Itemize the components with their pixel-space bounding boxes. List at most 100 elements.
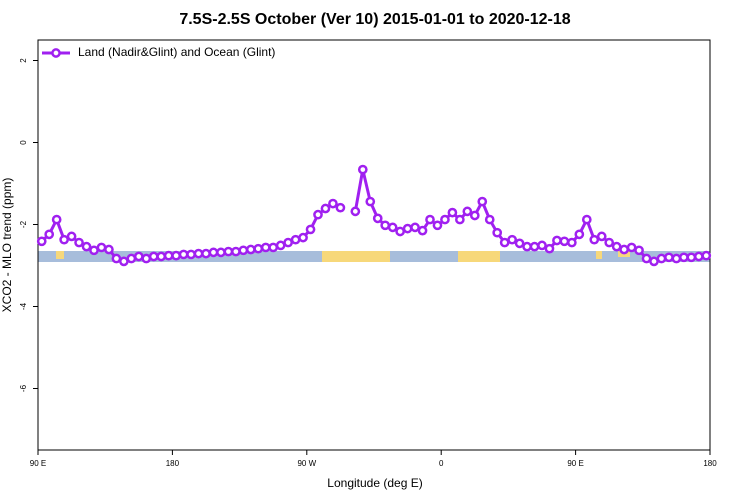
land-band <box>322 251 390 262</box>
data-point <box>656 253 667 264</box>
data-point <box>178 249 189 260</box>
data-point <box>148 251 159 262</box>
legend-label: Land (Nadir&Glint) and Ocean (Glint) <box>78 45 275 59</box>
data-point <box>231 246 241 257</box>
x-tick-label: 0 <box>439 459 444 468</box>
data-point <box>611 241 622 252</box>
data-point <box>499 237 510 248</box>
data-point <box>469 210 480 221</box>
data-point <box>604 237 615 248</box>
data-point <box>66 231 77 242</box>
land-band <box>596 251 602 259</box>
data-point <box>529 241 540 252</box>
data-point <box>701 250 712 261</box>
land-band <box>56 251 64 259</box>
x-axis-label: Longitude (deg E) <box>327 476 422 490</box>
data-point <box>253 243 264 254</box>
x-tick-label: 90 E <box>30 459 46 468</box>
data-point <box>455 214 465 225</box>
data-point <box>216 247 226 258</box>
x-tick-label: 180 <box>166 459 180 468</box>
data-point <box>477 196 488 207</box>
data-point <box>238 245 249 256</box>
y-tick-label: 0 <box>19 140 28 145</box>
plot-frame <box>37 39 711 451</box>
data-point <box>686 252 697 263</box>
y-tick-label: 2 <box>19 58 28 63</box>
data-point <box>201 248 211 259</box>
data-point <box>89 245 99 256</box>
x-tick-label: 90 E <box>567 459 583 468</box>
data-point <box>589 234 600 245</box>
data-point <box>544 243 555 254</box>
data-point <box>119 256 129 267</box>
data-point <box>171 250 181 261</box>
data-point <box>260 242 271 253</box>
data-point <box>163 250 174 261</box>
data-point <box>410 222 420 233</box>
data-point <box>417 225 428 236</box>
data-point <box>507 234 517 245</box>
data-point <box>559 236 570 247</box>
data-point <box>522 241 532 252</box>
y-tick-label: -4 <box>19 302 28 310</box>
data-point <box>81 241 92 252</box>
data-point <box>96 242 107 253</box>
data-point <box>596 231 607 242</box>
data-point <box>126 253 137 264</box>
data-point <box>357 164 368 175</box>
data-point <box>537 240 547 251</box>
data-point <box>245 244 256 255</box>
data-point <box>51 214 62 225</box>
data-point <box>313 209 323 220</box>
data-point <box>425 214 435 225</box>
data-point <box>462 206 473 217</box>
data-point <box>567 237 577 248</box>
data-point <box>283 237 293 248</box>
data-point <box>133 251 144 262</box>
data-point <box>268 242 279 253</box>
data-point <box>552 235 562 246</box>
data-point <box>44 229 55 240</box>
chart-title: 7.5S-2.5S October (Ver 10) 2015-01-01 to… <box>179 11 570 28</box>
x-tick-label: 90 W <box>297 459 316 468</box>
y-tick-label: -6 <box>19 384 28 392</box>
data-point <box>298 232 308 243</box>
data-point <box>626 242 637 253</box>
data-point <box>208 247 219 258</box>
data-point <box>649 256 659 267</box>
data-point <box>111 253 122 264</box>
data-point <box>395 226 405 237</box>
data-point <box>402 223 413 234</box>
data-point <box>59 234 69 245</box>
data-point <box>634 245 644 256</box>
data-point <box>514 238 525 249</box>
data-point <box>365 196 376 207</box>
data-point <box>328 198 338 209</box>
data-point <box>664 252 674 263</box>
data-point <box>574 229 585 240</box>
data-point <box>432 220 443 231</box>
data-point <box>193 248 204 259</box>
data-point <box>380 220 391 231</box>
data-point <box>290 234 301 245</box>
y-tick-label: -2 <box>19 220 28 228</box>
data-point <box>387 222 398 233</box>
data-point <box>335 202 346 213</box>
data-point <box>693 251 704 262</box>
data-point <box>320 203 331 214</box>
data-point <box>484 214 495 225</box>
data-point <box>447 207 458 218</box>
data-point <box>156 251 167 262</box>
data-point <box>372 213 383 224</box>
data-point <box>141 253 152 264</box>
data-point <box>581 214 592 225</box>
data-point <box>275 240 286 251</box>
data-point <box>679 252 689 263</box>
y-axis-label: XCO2 - MLO trend (ppm) <box>0 178 14 313</box>
data-point <box>492 227 503 238</box>
data-point <box>104 244 114 255</box>
legend-marker <box>51 48 61 58</box>
data-point <box>350 206 361 217</box>
data-point <box>36 236 47 247</box>
